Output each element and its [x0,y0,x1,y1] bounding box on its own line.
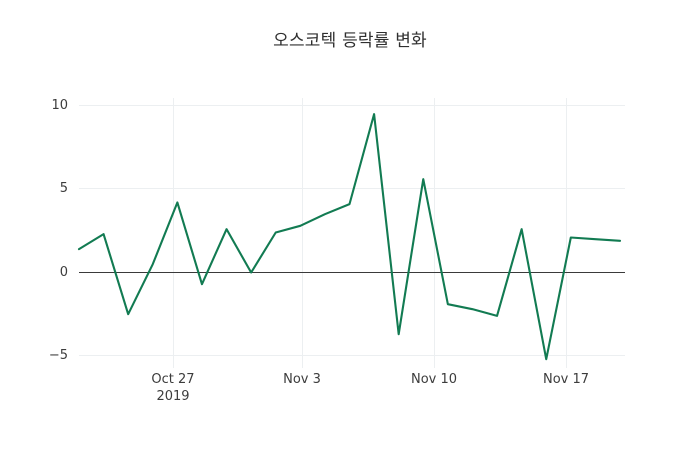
xtick-label-nov-3: Nov 3 [242,371,362,388]
xtick-label-oct-27: Oct 27 2019 [113,371,233,405]
xtick-label-nov-10: Nov 10 [374,371,494,388]
xtick-label-nov-17: Nov 17 [506,371,626,388]
xtick-primary-nov-17: Nov 17 [542,372,590,387]
ytick-label-10: 10 [51,98,68,113]
data-series-line [77,113,622,361]
ytick-label-minus5: −5 [48,348,68,363]
ytick-label-5: 5 [59,181,68,196]
ytick-label-0: 0 [59,265,68,280]
chart-title: 오스코텍 등락률 변화 [273,31,427,51]
xtick-primary-oct-27: Oct 27 [151,372,195,387]
xtick-year-2019: 2019 [156,389,190,404]
xtick-primary-nov-3: Nov 3 [283,372,321,387]
horizontal-gridlines [79,105,625,356]
xtick-primary-nov-10: Nov 10 [410,372,458,387]
vertical-gridlines [173,98,567,368]
